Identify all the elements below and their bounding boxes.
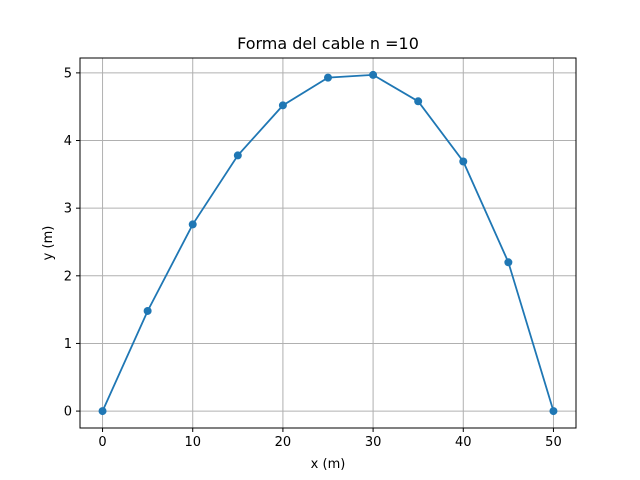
data-point bbox=[188, 220, 197, 229]
chart-title: Forma del cable n =10 bbox=[237, 34, 419, 53]
y-tick-label: 0 bbox=[64, 405, 72, 420]
data-point bbox=[459, 157, 468, 166]
series bbox=[98, 70, 558, 416]
x-tick-label: 50 bbox=[545, 435, 562, 450]
x-tick-label: 30 bbox=[365, 435, 382, 450]
y-tick-label: 3 bbox=[64, 202, 72, 217]
grid bbox=[80, 58, 576, 428]
data-point bbox=[414, 97, 423, 106]
x-tick-label: 10 bbox=[184, 435, 201, 450]
y-axis-label: y (m) bbox=[41, 226, 56, 261]
x-tick-label: 0 bbox=[98, 435, 106, 450]
x-axis-label: x (m) bbox=[311, 457, 346, 472]
plot-frame bbox=[79, 57, 577, 429]
y-tick-label: 5 bbox=[64, 66, 72, 81]
y-tick-label: 2 bbox=[64, 269, 72, 284]
data-point bbox=[233, 151, 242, 160]
y-tick-label: 1 bbox=[64, 337, 72, 352]
data-point bbox=[143, 306, 152, 315]
ticks: 0 10 20 30 40 50 0 1 2 3 4 5 bbox=[64, 66, 562, 450]
data-point bbox=[324, 73, 332, 82]
y-tick-label: 4 bbox=[64, 134, 72, 149]
x-tick-label: 20 bbox=[275, 435, 292, 450]
data-point bbox=[549, 407, 558, 416]
data-point bbox=[98, 407, 107, 416]
data-point bbox=[504, 258, 513, 267]
data-point bbox=[278, 101, 287, 110]
data-point bbox=[369, 70, 378, 79]
x-tick-label: 40 bbox=[455, 435, 472, 450]
